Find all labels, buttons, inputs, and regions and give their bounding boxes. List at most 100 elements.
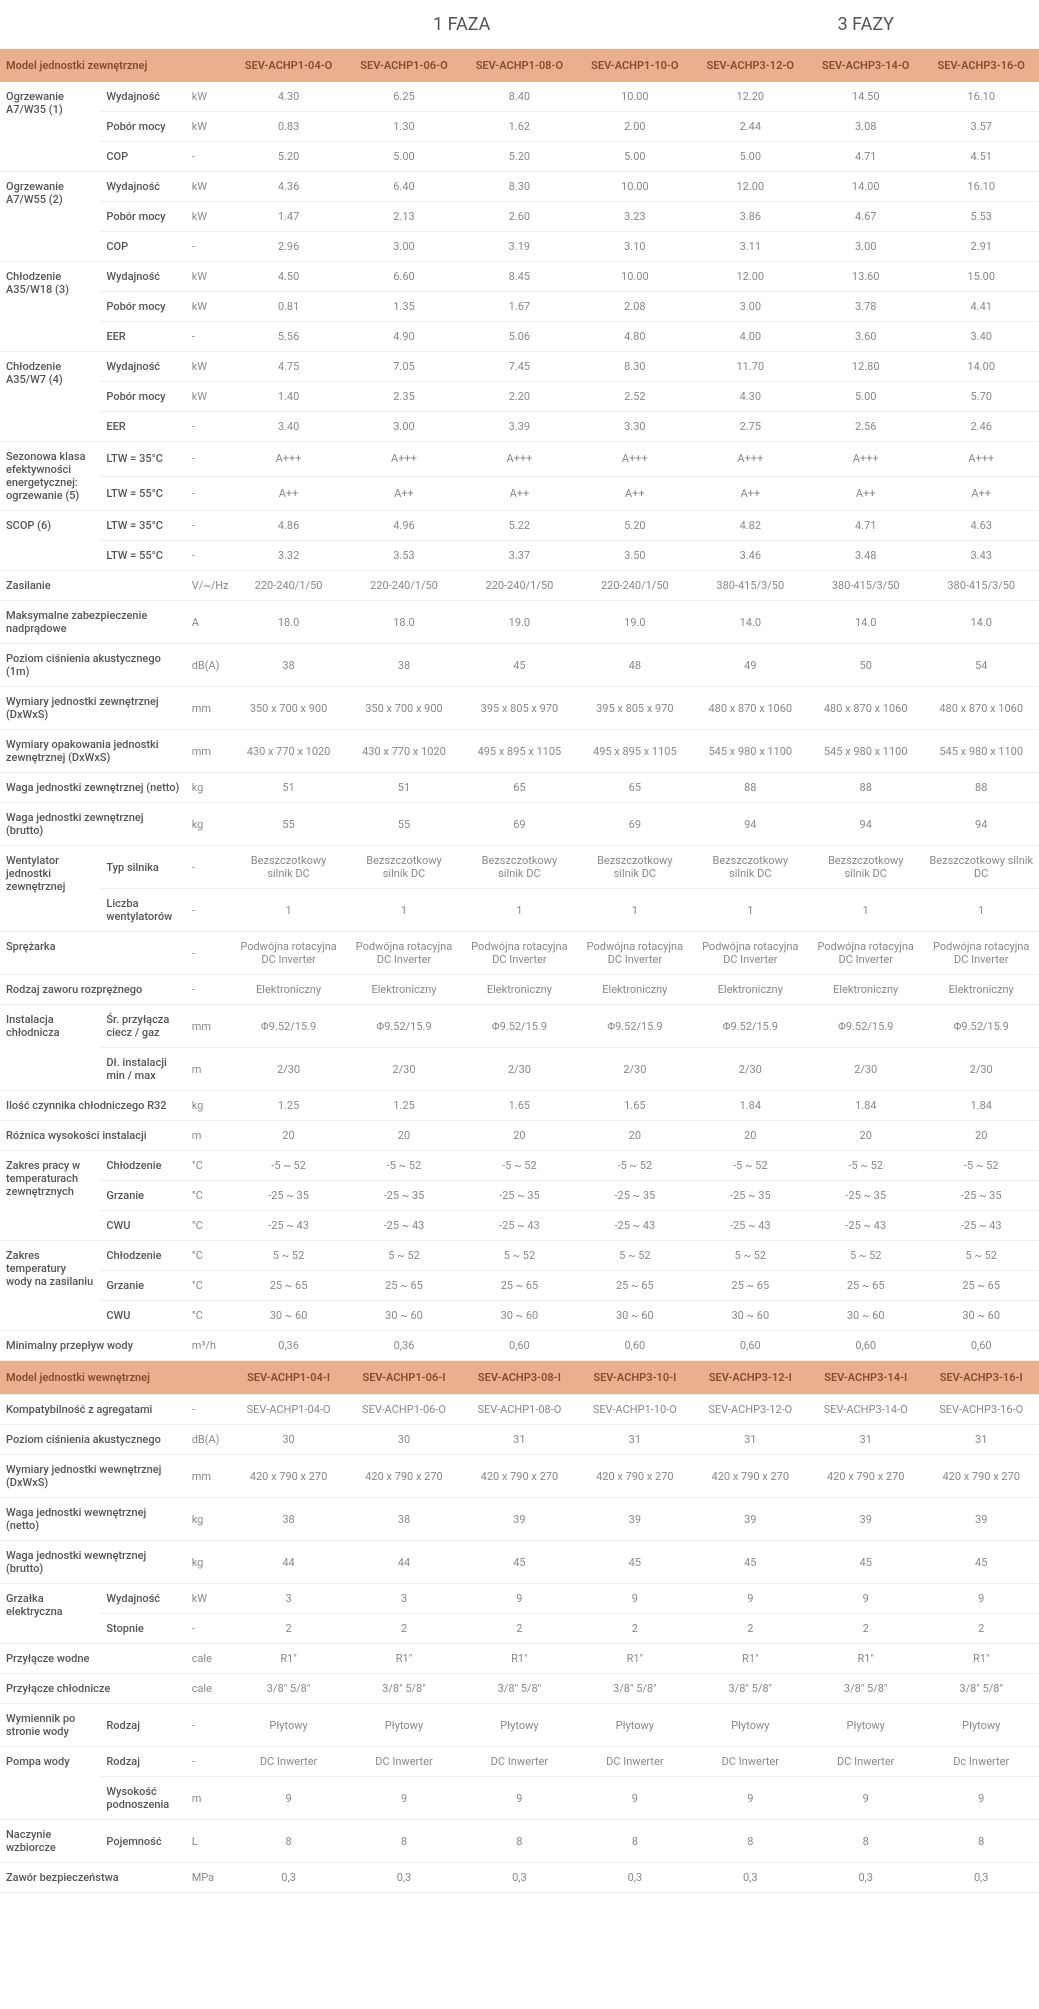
value-cell: 0,36 — [231, 1331, 346, 1361]
value-cell: 4.63 — [923, 511, 1039, 541]
value-cell: 8.45 — [462, 262, 577, 292]
value-cell: 8 — [693, 1820, 808, 1863]
spec-row: Dł. instalacji min / maxm2/302/302/302/3… — [0, 1048, 1039, 1091]
value-cell: 2.46 — [923, 412, 1039, 442]
value-cell: 8.30 — [462, 172, 577, 202]
unit-cell: mm — [186, 1005, 231, 1048]
value-cell: -5 ~ 52 — [346, 1151, 461, 1181]
value-cell: 2.35 — [346, 382, 461, 412]
value-cell: 0.81 — [231, 292, 346, 322]
value-cell: -25 ~ 43 — [923, 1211, 1039, 1241]
value-cell: 480 x 870 x 1060 — [923, 687, 1039, 730]
group-label: Chłodzenie A35/W18 (3) — [0, 262, 100, 352]
sub-label: Chłodzenie — [100, 1151, 185, 1181]
value-cell: 94 — [693, 803, 808, 846]
unit-cell: - — [186, 932, 231, 975]
value-cell: 1.67 — [462, 292, 577, 322]
value-cell: 1.25 — [346, 1091, 461, 1121]
spec-row: Przyłącze chłodniczecale3/8″ 5/8″3/8″ 5/… — [0, 1674, 1039, 1704]
value-cell: 9 — [346, 1777, 461, 1820]
unit-cell: - — [186, 442, 231, 477]
sub-label: LTW = 55°C — [100, 476, 185, 511]
value-cell: 30 ~ 60 — [693, 1301, 808, 1331]
value-cell: 8 — [923, 1820, 1039, 1863]
spec-row: Sezonowa klasa efektywności energetyczne… — [0, 442, 1039, 477]
value-cell: 11.70 — [693, 352, 808, 382]
value-cell: 31 — [693, 1425, 808, 1455]
value-cell: 9 — [462, 1584, 577, 1614]
group-label: Ilość czynnika chłodniczego R32 — [0, 1091, 186, 1121]
group-label: Zakres pracy w temperaturach zewnętrznyc… — [0, 1151, 100, 1241]
value-cell: 5 ~ 52 — [923, 1241, 1039, 1271]
value-cell: 9 — [923, 1777, 1039, 1820]
model-col: SEV-ACHP3-16-O — [923, 49, 1039, 82]
value-cell: 3/8″ 5/8″ — [693, 1674, 808, 1704]
sub-label: Grzanie — [100, 1271, 185, 1301]
value-cell: 5.20 — [462, 142, 577, 172]
group-label: SCOP (6) — [0, 511, 100, 571]
value-cell: 8.30 — [577, 352, 692, 382]
value-cell: Płytowy — [923, 1704, 1039, 1747]
value-cell: 5.00 — [346, 142, 461, 172]
sub-label: Pobór mocy — [100, 292, 185, 322]
sub-label: Chłodzenie — [100, 1241, 185, 1271]
value-cell: Podwójna rotacyjna DC Inverter — [462, 932, 577, 975]
value-cell: Bezszczotkowy silnik DC — [923, 846, 1039, 889]
spec-row: Maksymalne zabezpieczenie nadprądoweA18.… — [0, 601, 1039, 644]
value-cell: 20 — [231, 1121, 346, 1151]
value-cell: 31 — [462, 1425, 577, 1455]
value-cell: 5.06 — [462, 322, 577, 352]
value-cell: A++ — [808, 476, 923, 511]
value-cell: 12.80 — [808, 352, 923, 382]
value-cell: 19.0 — [577, 601, 692, 644]
value-cell: Bezszczotkowy silnik DC — [693, 846, 808, 889]
value-cell: 4.90 — [346, 322, 461, 352]
unit-cell: - — [186, 541, 231, 571]
unit-cell: - — [186, 1747, 231, 1777]
value-cell: 2/30 — [693, 1048, 808, 1091]
value-cell: 45 — [577, 1541, 692, 1584]
value-cell: 5.53 — [923, 202, 1039, 232]
value-cell: 3/8″ 5/8″ — [808, 1674, 923, 1704]
value-cell: Płytowy — [577, 1704, 692, 1747]
value-cell: 39 — [808, 1498, 923, 1541]
model-label: Model jednostki zewnętrznej — [0, 49, 231, 82]
value-cell: 25 ~ 65 — [577, 1271, 692, 1301]
value-cell: 4.30 — [231, 82, 346, 112]
value-cell: 3.57 — [923, 112, 1039, 142]
value-cell: 25 ~ 65 — [693, 1271, 808, 1301]
unit-cell: kW — [186, 262, 231, 292]
value-cell: R1″ — [577, 1644, 692, 1674]
spec-row: Grzałka elektrycznaWydajnośćkW3399999 — [0, 1584, 1039, 1614]
value-cell: Φ9.52/15.9 — [462, 1005, 577, 1048]
value-cell: 4.82 — [693, 511, 808, 541]
unit-cell: m³/h — [186, 1331, 231, 1361]
value-cell: 30 — [231, 1425, 346, 1455]
value-cell: Φ9.52/15.9 — [808, 1005, 923, 1048]
value-cell: 430 x 770 x 1020 — [346, 730, 461, 773]
model-col: SEV-ACHP1-06-I — [346, 1361, 461, 1395]
outer-model-header: Model jednostki zewnętrznejSEV-ACHP1-04-… — [0, 49, 1039, 82]
value-cell: 3.43 — [923, 541, 1039, 571]
value-cell: 20 — [693, 1121, 808, 1151]
unit-cell: kg — [186, 1091, 231, 1121]
group-label: Różnica wysokości instalacji — [0, 1121, 186, 1151]
spec-row: Zawór bezpieczeństwaMPa0,30,30,30,30,30,… — [0, 1863, 1039, 1893]
value-cell: 15.00 — [923, 262, 1039, 292]
value-cell: 14.0 — [693, 601, 808, 644]
value-cell: 14.50 — [808, 82, 923, 112]
value-cell: 0,3 — [577, 1863, 692, 1893]
sub-label: Wydajność — [100, 172, 185, 202]
value-cell: 25 ~ 65 — [808, 1271, 923, 1301]
unit-cell: - — [186, 412, 231, 442]
spec-row: LTW = 55°C-3.323.533.373.503.463.483.43 — [0, 541, 1039, 571]
value-cell: 30 ~ 60 — [346, 1301, 461, 1331]
unit-cell: - — [186, 511, 231, 541]
value-cell: 2.20 — [462, 382, 577, 412]
value-cell: Podwójna rotacyjna DC Inverter — [577, 932, 692, 975]
spec-row: Chłodzenie A35/W7 (4)WydajnośćkW4.757.05… — [0, 352, 1039, 382]
value-cell: 13.60 — [808, 262, 923, 292]
value-cell: 12.00 — [693, 172, 808, 202]
value-cell: -25 ~ 43 — [346, 1211, 461, 1241]
group-label: Naczynie wzbiorcze — [0, 1820, 100, 1863]
